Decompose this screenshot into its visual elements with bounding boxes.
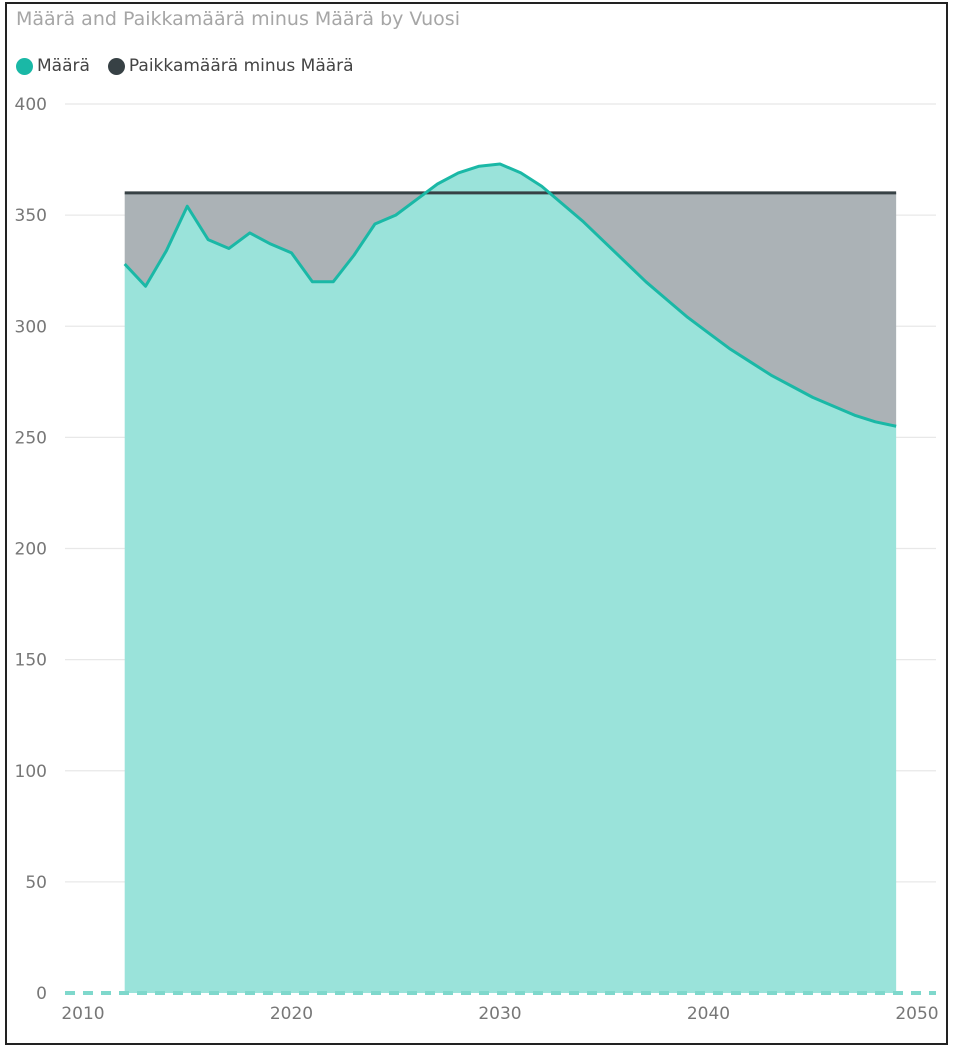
chart-title: Määrä and Paikkamäärä minus Määrä by Vuo… [16,8,460,30]
x-tick-label: 2030 [478,1004,521,1024]
y-tick-label: 150 [15,651,47,671]
legend: Määrä Paikkamäärä minus Määrä [16,56,372,76]
legend-item-paikkamaara[interactable]: Paikkamäärä minus Määrä [107,56,354,76]
area-maara [124,164,897,993]
legend-marker-paikkamaara [107,57,125,75]
legend-label-maara: Määrä [37,56,90,76]
legend-label-paikkamaara: Paikkamäärä minus Määrä [128,56,354,76]
line-maara [123,162,897,428]
legend-item-maara[interactable]: Määrä [16,56,90,76]
y-tick-label: 0 [36,984,47,1004]
y-tick-label: 100 [15,762,47,782]
x-tick-label: 2020 [270,1004,313,1024]
x-tick-label: 2010 [61,1004,104,1024]
x-tick-label: 2040 [687,1004,730,1024]
y-tick-label: 400 [15,95,47,115]
y-tick-label: 50 [25,873,47,893]
y-tick-label: 200 [15,540,47,560]
y-tick-label: 250 [15,428,47,448]
y-tick-label: 300 [15,317,47,337]
legend-marker-maara [16,57,33,75]
x-tick-label: 2050 [895,1004,938,1024]
y-tick-label: 350 [15,206,47,226]
area-paikkamaara-minus-maara [124,164,897,427]
